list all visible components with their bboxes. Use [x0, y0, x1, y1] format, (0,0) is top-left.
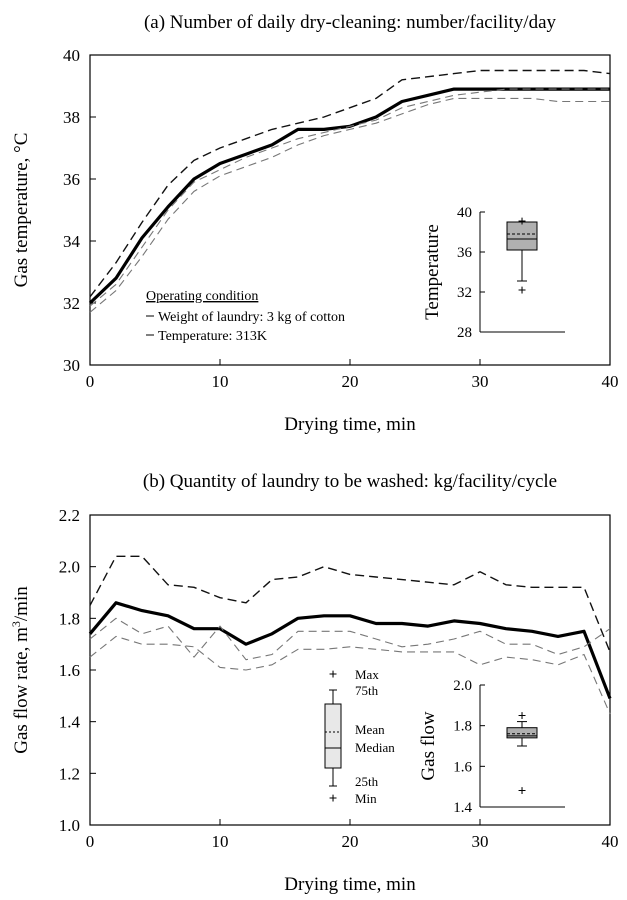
chart-a-x-tick-label: 10 — [212, 372, 229, 391]
chart-b-y-tick-label: 1.8 — [59, 609, 80, 628]
chart-a-y-tick-label: 40 — [63, 46, 80, 65]
inset-box — [506, 727, 538, 739]
chart-a-series — [88, 69, 611, 313]
chart-a-series-mean — [88, 87, 610, 305]
chart-a-x-ticks: 0 10 20 30 40 — [86, 359, 619, 391]
chart-b-series-upper — [89, 555, 611, 653]
chart-a-y-tick-label: 34 — [63, 232, 81, 251]
chart-b-x-tick-label: 0 — [86, 832, 95, 851]
chart-b-y-tick-label: 1.4 — [59, 713, 81, 732]
chart-b-inset-tick-label: 2.0 — [453, 678, 472, 694]
chart-b-title: (b) Quantity of laundry to be washed: kg… — [143, 471, 557, 492]
chart-a-y-label: Gas temperature, °C — [11, 133, 32, 288]
chart-a-inset-tick-label: 36 — [457, 245, 473, 261]
chart-a-inset-ticks: 28 32 36 40 — [457, 205, 485, 341]
chart-a-x-tick-label: 0 — [86, 372, 95, 391]
chart-a-title: (a) Number of daily dry-cleaning: number… — [144, 12, 557, 33]
chart-b-y-tick-label: 2.2 — [59, 506, 80, 525]
chart-a-series-median — [89, 88, 610, 307]
chart-b-series-lower — [89, 635, 611, 715]
chart-b-inset-tick-label: 1.6 — [453, 759, 472, 775]
chart-b-inset-ticks: 1.4 1.6 1.8 2.0 — [453, 678, 485, 816]
chart-b-y-label: Gas flow rate, m3/min — [9, 586, 32, 754]
chart-a-annotation-line-2: Temperature: 313K — [158, 329, 267, 344]
legend-min-label: Min — [355, 791, 377, 806]
chart-b-inset-boxplot: 1.41.61.82.0 ++ Gas flow — [418, 678, 565, 816]
chart-a-y-tick-label: 30 — [63, 356, 80, 375]
legend-box — [324, 703, 342, 769]
chart-a-inset-box: ++ — [506, 214, 538, 299]
chart-a-inset-tick-label: 32 — [457, 285, 472, 301]
chart-b-y-tick-label: 2.0 — [59, 558, 80, 577]
chart-a-x-label: Drying time, min — [284, 414, 416, 435]
chart-b-inset-tick-label: 1.4 — [453, 800, 472, 816]
chart-a-annotation-title: Operating condition — [146, 289, 258, 304]
chart-b-y-label-main: Gas flow rate, m — [11, 627, 32, 754]
chart-b-y-tick-label: 1.6 — [59, 661, 80, 680]
legend-mean-label: Mean — [355, 722, 385, 737]
chart-b-plot-frame — [89, 514, 611, 826]
chart-b: (b) Quantity of laundry to be washed: kg… — [9, 471, 619, 895]
chart-b-y-ticks: 1.0 1.2 1.4 1.6 1.8 2.0 2.2 — [59, 506, 96, 835]
legend-max-marker: + — [329, 667, 338, 683]
inset-min-marker: + — [518, 283, 527, 299]
chart-a-y-tick-label: 32 — [63, 294, 80, 313]
chart-a-y-tick-label: 36 — [63, 170, 80, 189]
legend-25th-label: 25th — [355, 774, 379, 789]
chart-a-inset-tick-label: 40 — [457, 205, 472, 221]
chart-b-x-label: Drying time, min — [284, 874, 416, 895]
chart-b-series — [88, 555, 612, 715]
legend-median-label: Median — [355, 740, 395, 755]
chart-b-y-label-sup: 3 — [9, 621, 23, 627]
chart-a-series-lower — [89, 97, 610, 313]
chart-a-annotation-line-1: Weight of laundry: 3 kg of cotton — [158, 310, 345, 325]
chart-a: (a) Number of daily dry-cleaning: number… — [11, 12, 619, 435]
inset-max-marker: + — [518, 214, 527, 230]
chart-b-x-tick-label: 40 — [602, 832, 619, 851]
chart-b-x-ticks: 0 10 20 30 40 — [86, 819, 619, 851]
chart-b-x-tick-label: 30 — [472, 832, 489, 851]
chart-b-inset-tick-label: 1.8 — [453, 719, 472, 735]
chart-b-y-label-tail: /min — [11, 586, 32, 621]
chart-a-inset-y-label: Temperature — [422, 224, 443, 320]
legend-min-marker: + — [329, 791, 338, 807]
inset-max-marker: + — [518, 709, 527, 725]
chart-a-y-tick-label: 38 — [63, 108, 80, 127]
inset-box — [506, 221, 538, 251]
chart-b-series-mean — [88, 601, 612, 699]
chart-a-x-tick-label: 20 — [342, 372, 359, 391]
chart-a-series-upper — [89, 69, 611, 298]
chart-a-inset-tick-label: 28 — [457, 325, 472, 341]
chart-b-y-tick-label: 1.0 — [59, 816, 80, 835]
chart-b-x-tick-label: 10 — [212, 832, 229, 851]
legend-max-label: Max — [355, 667, 379, 682]
inset-min-marker: + — [518, 784, 527, 800]
chart-b-x-tick-label: 20 — [342, 832, 359, 851]
chart-b-y-tick-label: 1.2 — [59, 764, 80, 783]
chart-b-series-median — [89, 617, 611, 661]
chart-a-y-ticks: 30 32 34 36 38 40 — [63, 46, 96, 375]
chart-b-boxplot-legend: + Max 75th Mean Median 25th + Min — [324, 667, 395, 807]
chart-a-x-tick-label: 30 — [472, 372, 489, 391]
legend-75th-label: 75th — [355, 683, 379, 698]
chart-b-inset-box: ++ — [506, 709, 538, 800]
chart-b-inset-y-label: Gas flow — [418, 711, 439, 780]
chart-a-x-tick-label: 40 — [602, 372, 619, 391]
